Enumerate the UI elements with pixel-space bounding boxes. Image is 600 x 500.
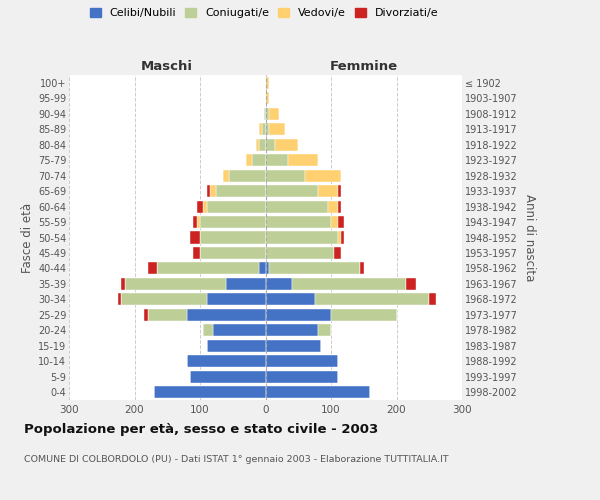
Bar	[200, 247, 265, 259]
Bar	[265, 108, 269, 120]
Bar	[193, 216, 197, 228]
Bar	[206, 185, 210, 197]
Bar	[154, 386, 265, 398]
Bar	[265, 278, 292, 290]
Bar	[206, 200, 265, 212]
Bar	[145, 309, 148, 321]
Bar	[265, 371, 338, 383]
Bar	[187, 309, 265, 321]
Bar	[193, 247, 200, 259]
Bar	[338, 185, 341, 197]
Bar	[210, 185, 217, 197]
Text: Femmine: Femmine	[329, 60, 398, 72]
Bar	[223, 170, 229, 181]
Bar	[206, 340, 265, 352]
Bar	[305, 170, 341, 181]
Bar	[265, 247, 334, 259]
Bar	[118, 294, 121, 306]
Bar	[203, 324, 213, 336]
Bar	[265, 386, 370, 398]
Bar	[338, 216, 344, 228]
Bar	[265, 185, 318, 197]
Bar	[157, 262, 259, 274]
Text: Maschi: Maschi	[141, 60, 193, 72]
Bar	[269, 108, 278, 120]
Bar	[265, 92, 269, 104]
Bar	[148, 309, 187, 321]
Bar	[265, 170, 305, 181]
Bar	[338, 200, 341, 212]
Legend: Celibi/Nubili, Coniugati/e, Vedovi/e, Divorziati/e: Celibi/Nubili, Coniugati/e, Vedovi/e, Di…	[88, 6, 440, 20]
Bar	[275, 138, 298, 150]
Bar	[265, 294, 314, 306]
Bar	[203, 200, 206, 212]
Bar	[262, 123, 265, 135]
Bar	[213, 324, 265, 336]
Text: COMUNE DI COLBORDOLO (PU) - Dati ISTAT 1° gennaio 2003 - Elaborazione TUTTITALIA: COMUNE DI COLBORDOLO (PU) - Dati ISTAT 1…	[24, 455, 449, 464]
Bar	[259, 138, 265, 150]
Bar	[331, 216, 338, 228]
Bar	[406, 278, 416, 290]
Bar	[334, 247, 341, 259]
Bar	[265, 324, 318, 336]
Bar	[187, 356, 265, 368]
Bar	[259, 123, 262, 135]
Bar	[328, 200, 338, 212]
Bar	[265, 356, 338, 368]
Bar	[289, 154, 318, 166]
Bar	[148, 262, 157, 274]
Bar	[341, 232, 344, 243]
Bar	[121, 278, 125, 290]
Bar	[226, 278, 265, 290]
Bar	[265, 309, 331, 321]
Bar	[265, 216, 331, 228]
Bar	[206, 294, 265, 306]
Bar	[314, 294, 429, 306]
Bar	[190, 371, 265, 383]
Text: Popolazione per età, sesso e stato civile - 2003: Popolazione per età, sesso e stato civil…	[24, 422, 378, 436]
Bar	[269, 262, 361, 274]
Bar	[338, 232, 341, 243]
Bar	[197, 216, 200, 228]
Bar	[121, 294, 206, 306]
Bar	[229, 170, 265, 181]
Y-axis label: Fasce di età: Fasce di età	[20, 202, 34, 272]
Bar	[269, 123, 285, 135]
Bar	[265, 138, 275, 150]
Bar	[318, 185, 338, 197]
Bar	[265, 123, 269, 135]
Y-axis label: Anni di nascita: Anni di nascita	[523, 194, 536, 281]
Bar	[256, 138, 259, 150]
Bar	[265, 232, 338, 243]
Bar	[259, 262, 265, 274]
Bar	[197, 200, 203, 212]
Bar	[125, 278, 226, 290]
Bar	[429, 294, 436, 306]
Bar	[318, 324, 331, 336]
Bar	[265, 200, 328, 212]
Bar	[265, 340, 321, 352]
Bar	[265, 154, 289, 166]
Bar	[217, 185, 265, 197]
Bar	[246, 154, 253, 166]
Bar	[361, 262, 364, 274]
Bar	[292, 278, 406, 290]
Bar	[264, 108, 265, 120]
Bar	[331, 309, 397, 321]
Bar	[265, 262, 269, 274]
Bar	[253, 154, 265, 166]
Bar	[190, 232, 200, 243]
Bar	[200, 232, 265, 243]
Bar	[265, 76, 269, 89]
Bar	[200, 216, 265, 228]
